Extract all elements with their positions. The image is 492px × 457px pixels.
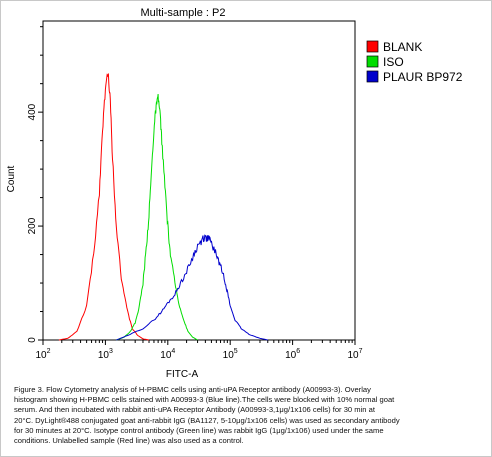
series-line <box>58 73 150 341</box>
y-tick-labels: 0 200 400 <box>27 103 38 342</box>
plot-area <box>42 20 356 341</box>
axis-ticks <box>38 26 356 345</box>
x-axis-label: FITC-A <box>166 369 199 380</box>
y-tick-label: 0 <box>27 337 38 343</box>
y-tick-label: 200 <box>27 217 38 234</box>
histogram-series <box>58 73 268 341</box>
series-line <box>116 234 268 341</box>
x-tick-labels: 102 103 104 105 106 107 <box>35 348 362 361</box>
caption-line: Figure 3. Flow Cytometry analysis of H-P… <box>14 385 371 394</box>
caption-line: histogram showing H-PBMC cells stained w… <box>14 395 395 405</box>
y-tick-label: 400 <box>27 103 38 120</box>
legend-swatch <box>366 70 379 83</box>
x-tick-label: 102 <box>35 348 50 361</box>
x-tick-label: 103 <box>98 348 113 361</box>
x-tick-label: 104 <box>160 348 175 361</box>
x-tick-label: 105 <box>223 348 238 361</box>
legend-swatch <box>366 55 379 68</box>
chart-title: Multi-sample : P2 <box>141 7 226 19</box>
x-tick-label: 107 <box>347 348 362 361</box>
legend-label: ISO <box>383 55 404 69</box>
caption-line: for 30 minutes at 20°C. Isotype control … <box>14 425 384 435</box>
flow-cytometry-histogram: Multi-sample : P2 102 103 104 105 106 107 0 20… <box>6 7 463 380</box>
legend-label: PLAUR BP972 <box>383 70 463 84</box>
caption-line: 20°C. DyLight®488 conjugated goat anti-r… <box>14 415 400 425</box>
caption-line: serum. And then incubated with rabbit an… <box>14 405 375 415</box>
legend-label: BLANK <box>383 40 422 54</box>
series-line <box>116 93 198 341</box>
x-tick-label: 106 <box>285 348 300 361</box>
figure-caption: Figure 3. Flow Cytometry analysis of H-P… <box>14 385 484 446</box>
caption-line: conditions. Unlabelled sample (Red line)… <box>14 436 244 446</box>
legend-swatch <box>366 40 379 53</box>
y-axis-label: Count <box>6 165 17 192</box>
